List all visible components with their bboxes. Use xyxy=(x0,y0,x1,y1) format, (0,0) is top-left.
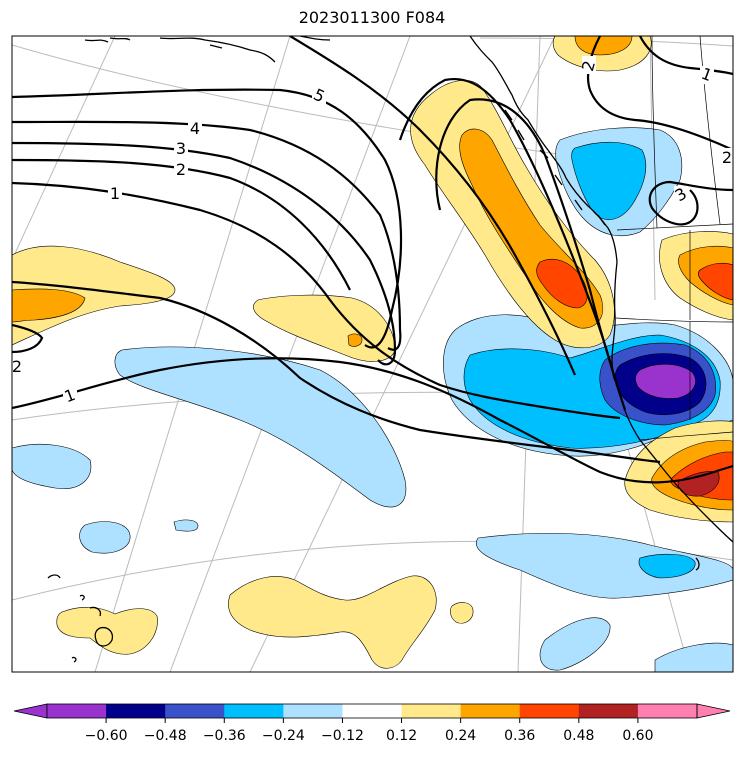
map-frame xyxy=(11,35,734,673)
contour-1 xyxy=(12,181,621,420)
contour-label-e-2: 2 xyxy=(722,148,732,167)
shade-pos-024-dot xyxy=(347,333,363,347)
colorbar-tick-label: 0.12 xyxy=(386,728,417,744)
contour-2-west xyxy=(12,280,661,464)
contour-label-3: 3 xyxy=(176,139,186,158)
colorbar-segment xyxy=(519,704,580,718)
shade-pos-012-hawaii xyxy=(56,607,158,655)
colorbar-tick-label: −0.60 xyxy=(85,728,128,744)
coastlines xyxy=(47,36,733,663)
contour-label-ne-2: 2 xyxy=(578,58,599,73)
colorbar-tick-label: 0.48 xyxy=(563,728,594,744)
shade-pos-036-ridge xyxy=(536,258,588,309)
contour-5 xyxy=(12,88,403,349)
contour-1-south xyxy=(12,357,733,484)
shade-neg-012-small2 xyxy=(173,519,199,532)
shade-neg-012-se xyxy=(539,617,611,671)
colorbar-extend-low xyxy=(13,703,48,719)
contour-ridge-b xyxy=(398,77,617,381)
contour-label-2: 2 xyxy=(176,160,186,179)
colorbar-segment xyxy=(165,704,225,718)
height-contours xyxy=(12,36,733,484)
shade-pos-012-south xyxy=(228,575,437,669)
borders xyxy=(615,36,733,441)
contour-label-1: 1 xyxy=(110,184,120,203)
colorbar-segment xyxy=(401,704,462,718)
shade-neg-024-south xyxy=(638,553,696,579)
positive-anomaly-shading xyxy=(12,36,733,669)
colorbar-segment xyxy=(342,704,403,718)
contour-3 xyxy=(12,141,397,366)
map-title: 2023011300 F084 xyxy=(298,8,446,27)
colorbar-tick-label: −0.36 xyxy=(203,728,246,744)
coast-hawaii xyxy=(47,574,114,663)
coast-alaska xyxy=(84,36,331,63)
colorbar-tick-label: −0.48 xyxy=(144,728,187,744)
colorbar-tick-label: −0.24 xyxy=(262,728,305,744)
colorbar-segment xyxy=(47,704,107,718)
shade-neg-012-central xyxy=(114,346,407,508)
colorbar-segment xyxy=(637,704,698,718)
contour-4 xyxy=(12,120,402,351)
shade-neg-060-trough xyxy=(635,363,696,399)
colorbar-extend-high xyxy=(696,703,731,719)
colorbar-segment xyxy=(224,704,284,718)
contour-ridge-a xyxy=(289,36,577,376)
contour-2 xyxy=(12,158,351,291)
shade-neg-012-south xyxy=(476,533,733,599)
shade-pos-024-west xyxy=(12,288,86,323)
colorbar-tick-label: 0.24 xyxy=(445,728,476,744)
shade-pos-036-east xyxy=(698,262,733,301)
contour-2-westlabel xyxy=(12,323,44,354)
coast-baja xyxy=(695,557,700,571)
shade-pos-012-central xyxy=(253,294,396,362)
colorbar-tick-label: −0.12 xyxy=(321,728,364,744)
shade-pos-012-small xyxy=(450,602,474,624)
shade-neg-012-west xyxy=(12,443,92,489)
negative-anomaly-shading xyxy=(12,127,733,672)
shade-pos-012-west xyxy=(12,245,176,346)
shade-neg-012-small1 xyxy=(79,521,131,554)
contour-label-2-west: 2 xyxy=(12,357,22,376)
contour-label-4: 4 xyxy=(190,119,200,138)
colorbar-tick-label: 0.36 xyxy=(504,728,535,744)
colorbar-segment xyxy=(283,704,343,718)
contour-ne-1 xyxy=(639,36,733,76)
contour-ridge-c xyxy=(435,98,627,411)
colorbar: −0.60 −0.48 −0.36 −0.24 −0.12 0.12 0.24 0.36 0.4… xyxy=(13,703,731,744)
colorbar-segments xyxy=(47,704,698,718)
shade-neg-012-se2 xyxy=(654,642,733,672)
shade-neg-024-north xyxy=(571,141,647,220)
map-area: 5 4 3 2 1 2 1 2 1 2 3 xyxy=(12,36,733,672)
colorbar-tick-label: 0.60 xyxy=(622,728,653,744)
contour-labels: 5 4 3 2 1 2 1 2 1 2 3 xyxy=(12,56,733,406)
colorbar-ticks: −0.60 −0.48 −0.36 −0.24 −0.12 0.12 0.24 0.36 0.4… xyxy=(85,718,653,744)
shade-pos-024-top xyxy=(574,36,633,56)
colorbar-segment xyxy=(460,704,521,718)
colorbar-outline xyxy=(46,703,698,719)
contour-e-3 xyxy=(648,180,733,226)
colorbar-segment xyxy=(578,704,639,718)
colorbar-segment xyxy=(106,704,166,718)
